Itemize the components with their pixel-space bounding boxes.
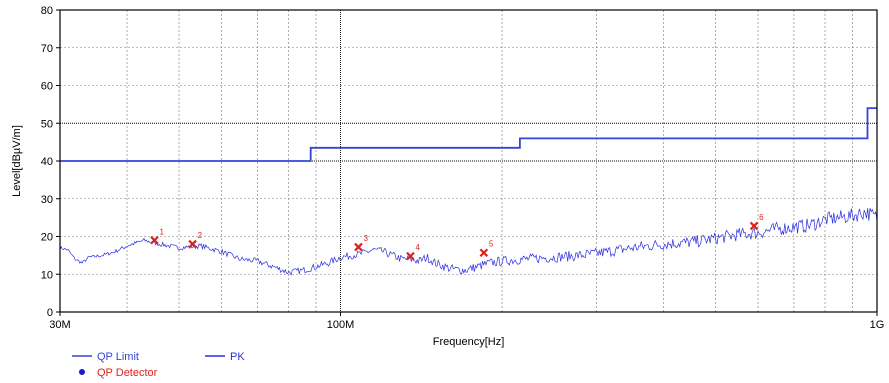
y-tick-label: 60 bbox=[41, 81, 53, 93]
x-tick-label: 30M bbox=[49, 319, 70, 331]
qp-marker: 1 bbox=[150, 227, 164, 245]
x-tick-labels: 30M 100M 1G bbox=[49, 312, 884, 331]
qp-marker: 4 bbox=[406, 243, 420, 261]
qp-detector-markers: 1 2 3 4 5 6 bbox=[150, 213, 764, 261]
legend-label-qp-limit: QP Limit bbox=[97, 351, 139, 363]
x-tick-label: 1G bbox=[870, 319, 885, 331]
pk-path bbox=[59, 207, 878, 276]
legend-swatch-qp-detector bbox=[79, 369, 85, 375]
qp-marker-label: 1 bbox=[159, 227, 164, 236]
qp-marker-label: 4 bbox=[415, 243, 420, 252]
legend: QP Limit PK QP Detector bbox=[72, 351, 245, 379]
qp-marker: 6 bbox=[749, 213, 764, 231]
qp-marker-stroke bbox=[406, 251, 415, 261]
y-tick-label: 80 bbox=[41, 5, 53, 17]
qp-marker-label: 6 bbox=[759, 213, 764, 222]
y-tick-label: 0 bbox=[47, 307, 53, 319]
qp-marker-stroke bbox=[188, 239, 197, 249]
qp-limit-line bbox=[60, 107, 877, 162]
y-tick-label: 10 bbox=[41, 269, 53, 281]
y-tick-label: 70 bbox=[41, 43, 53, 55]
x-axis-label: Frequency[Hz] bbox=[433, 336, 505, 348]
legend-label-pk: PK bbox=[230, 351, 245, 363]
qp-marker-label: 5 bbox=[489, 240, 494, 249]
y-tick-label: 50 bbox=[41, 118, 53, 130]
y-tick-labels: 0 10 20 30 40 50 60 70 80 bbox=[41, 5, 60, 319]
y-tick-label: 20 bbox=[41, 232, 53, 244]
qp-marker-stroke bbox=[749, 221, 759, 231]
x-tick-label: 100M bbox=[327, 319, 355, 331]
pk-trace bbox=[59, 207, 878, 276]
qp-marker: 3 bbox=[354, 234, 368, 252]
qp-marker-stroke bbox=[479, 248, 489, 258]
qp-marker-label: 3 bbox=[363, 234, 368, 243]
y-tick-label: 40 bbox=[41, 156, 53, 168]
legend-label-qp-detector: QP Detector bbox=[97, 367, 158, 379]
qp-limit-path bbox=[60, 107, 877, 162]
qp-marker: 2 bbox=[188, 231, 203, 249]
y-tick-label: 30 bbox=[41, 194, 53, 206]
qp-marker: 5 bbox=[479, 240, 494, 258]
qp-marker-stroke bbox=[150, 235, 159, 245]
qp-marker-stroke bbox=[354, 242, 363, 252]
qp-marker-label: 2 bbox=[198, 231, 203, 240]
y-axis-label: Level[dBµV/m] bbox=[11, 125, 23, 197]
